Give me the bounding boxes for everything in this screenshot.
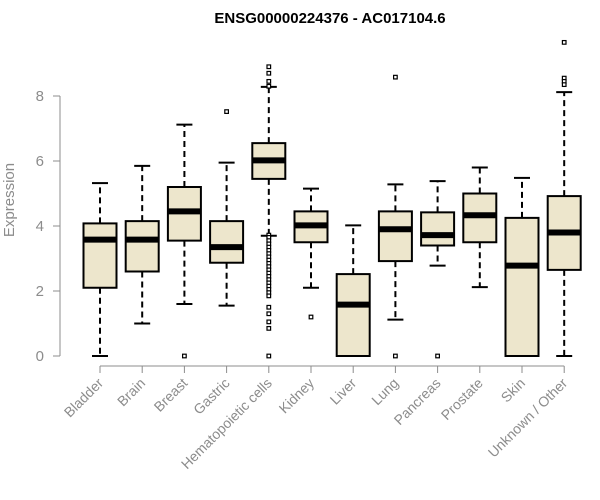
outlier-point	[266, 319, 272, 325]
box-breast	[166, 123, 202, 359]
outlier-point	[561, 82, 567, 88]
y-tick-label: 8	[36, 88, 44, 105]
y-axis-label: Expression	[1, 163, 18, 237]
y-axis: 0 2 4 6 8	[36, 88, 61, 365]
iqr-box	[504, 216, 540, 357]
box-gastric	[209, 109, 245, 307]
box-lung	[377, 74, 413, 359]
box-bladder	[82, 182, 118, 357]
iqr-box	[124, 220, 160, 273]
iqr-box	[209, 220, 245, 264]
box-hematopoietic-cells	[251, 64, 287, 359]
y-tick-label: 0	[36, 348, 44, 365]
x-tick-label: Pancreas	[391, 375, 444, 428]
outlier-point	[393, 74, 398, 80]
outlier-point	[182, 353, 187, 359]
x-tick-label: Prostate	[438, 375, 486, 423]
outlier-point	[224, 109, 230, 115]
y-tick-label: 4	[36, 218, 44, 235]
x-tick-label: Kidney	[276, 375, 318, 417]
outlier-point	[266, 311, 272, 317]
outlier-point	[266, 64, 272, 70]
box-liver	[335, 224, 371, 358]
iqr-box	[82, 222, 118, 289]
y-tick-label: 6	[36, 153, 44, 170]
box-kidney	[293, 187, 329, 320]
x-tick-label: Breast	[151, 375, 191, 415]
x-tick-label: Liver	[327, 375, 360, 408]
x-tick-label: Unknown / Other	[485, 375, 571, 461]
y-tick-label: 2	[36, 283, 44, 300]
outlier-point	[266, 325, 272, 331]
box-skin	[504, 176, 540, 357]
outlier-point	[435, 353, 440, 359]
x-tick-label: Skin	[498, 375, 529, 406]
iqr-box	[335, 273, 371, 358]
box-prostate	[462, 166, 498, 289]
outlier-point	[393, 353, 398, 359]
box-pancreas	[420, 180, 456, 359]
outlier-point	[266, 70, 272, 76]
iqr-box	[377, 210, 413, 263]
outlier-point	[266, 304, 272, 310]
iqr-box	[420, 211, 456, 247]
outlier-point	[308, 314, 314, 320]
boxes-group	[82, 39, 582, 359]
outlier-point	[266, 83, 272, 89]
box-unknown-other	[546, 39, 582, 357]
x-tick-label: Bladder	[61, 375, 107, 421]
outlier-point	[266, 293, 272, 299]
outlier-point	[266, 353, 272, 359]
outlier-point	[561, 39, 567, 45]
chart-title: ENSG00000224376 - AC017104.6	[214, 10, 445, 27]
box-brain	[124, 164, 160, 325]
x-tick-label: Lung	[368, 375, 401, 408]
x-tick-label: Brain	[114, 375, 148, 409]
outlier-point	[266, 78, 272, 84]
